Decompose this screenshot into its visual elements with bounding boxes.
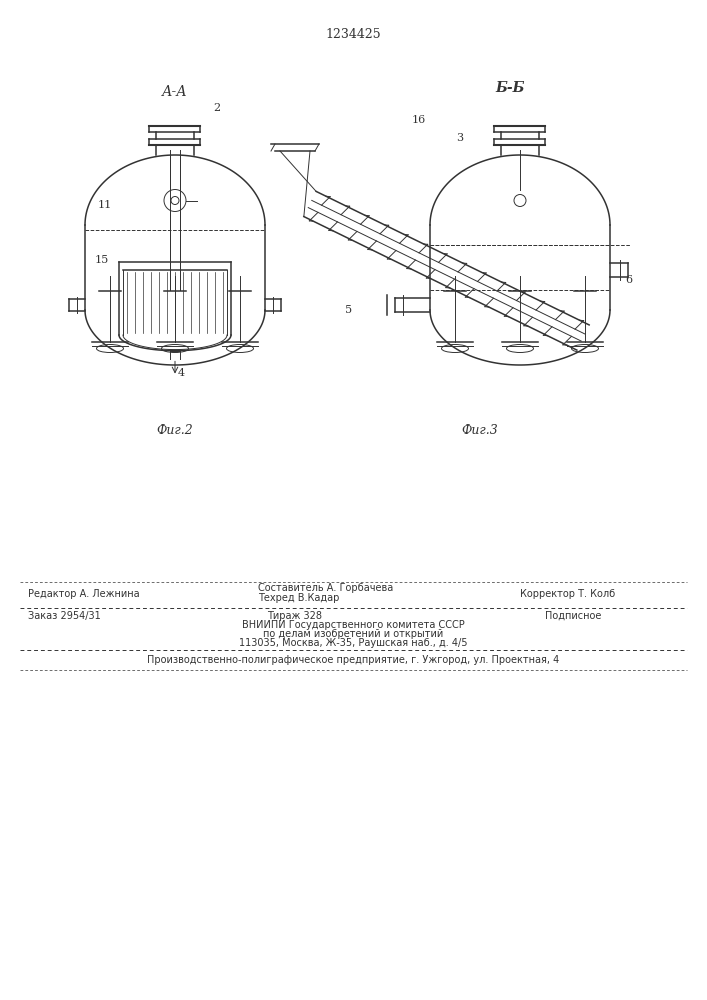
Text: Фиг.2: Фиг.2: [157, 424, 194, 436]
Text: 1234425: 1234425: [325, 28, 381, 41]
Text: 2: 2: [213, 103, 220, 113]
Text: Корректор Т. Колб: Корректор Т. Колб: [520, 589, 615, 599]
Text: Тираж 328: Тираж 328: [267, 611, 322, 621]
Text: 11: 11: [98, 200, 112, 210]
Text: Редактор А. Лежнина: Редактор А. Лежнина: [28, 589, 139, 599]
Text: ВНИИПИ Государственного комитета СССР: ВНИИПИ Государственного комитета СССР: [242, 620, 464, 630]
Text: 113035, Москва, Ж-35, Раушская наб., д. 4/5: 113035, Москва, Ж-35, Раушская наб., д. …: [239, 638, 467, 648]
Text: 3: 3: [456, 133, 463, 143]
Text: Производственно-полиграфическое предприятие, г. Ужгород, ул. Проектная, 4: Производственно-полиграфическое предприя…: [147, 655, 559, 665]
Text: Техред В.Кадар: Техред В.Кадар: [258, 593, 339, 603]
Text: Заказ 2954/31: Заказ 2954/31: [28, 611, 101, 621]
Text: Подписное: Подписное: [545, 611, 602, 621]
Text: по делам изобретений и открытий: по делам изобретений и открытий: [263, 629, 443, 639]
Text: 5: 5: [345, 305, 352, 315]
Text: А-А: А-А: [162, 85, 188, 99]
Text: 15: 15: [95, 255, 110, 265]
Text: 4: 4: [178, 368, 185, 378]
Text: Фиг.3: Фиг.3: [462, 424, 498, 436]
Text: 16: 16: [412, 115, 426, 125]
Text: 6: 6: [625, 275, 632, 285]
Text: Б-Б: Б-Б: [495, 81, 525, 95]
Text: Составитель А. Горбачева: Составитель А. Горбачева: [258, 583, 393, 593]
